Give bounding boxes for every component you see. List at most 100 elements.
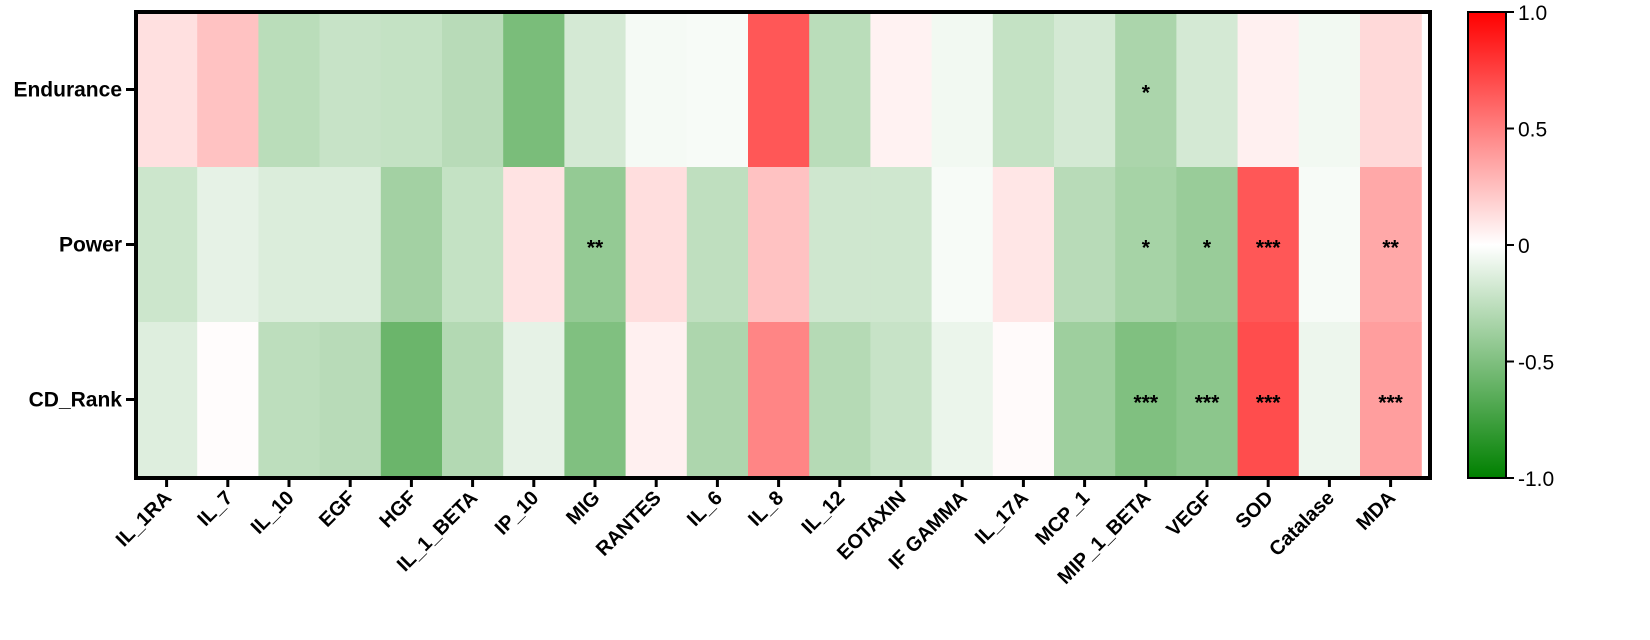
colorbar-tick-label: -1.0 <box>1518 468 1554 491</box>
heatmap-cell <box>380 322 443 478</box>
column-label: IL_8 <box>744 487 788 531</box>
colorbar-tick-label: -0.5 <box>1518 352 1554 375</box>
heatmap-cell <box>992 12 1055 168</box>
heatmap-cell <box>319 322 382 478</box>
heatmap-cell <box>931 322 994 478</box>
heatmap-cell <box>931 167 994 323</box>
heatmap-cell <box>1176 322 1239 478</box>
heatmap-cell <box>1237 12 1300 168</box>
heatmap-cell <box>1237 167 1300 323</box>
heatmap-cell <box>809 322 871 478</box>
heatmap-cell <box>380 167 443 323</box>
heatmap-cell <box>258 167 321 323</box>
heatmap-cell <box>197 12 259 168</box>
significance-marker: ** <box>587 237 604 260</box>
colorbar-tick-label: 0.5 <box>1518 119 1547 142</box>
heatmap-cell <box>258 12 321 168</box>
heatmap-cell <box>503 322 565 478</box>
heatmap-cell <box>1176 167 1239 323</box>
row-label: CD_Rank <box>29 389 123 412</box>
significance-marker: *** <box>1256 392 1281 415</box>
heatmap-cell <box>136 167 198 323</box>
heatmap-cell <box>1298 12 1361 168</box>
heatmap-cell <box>748 12 810 168</box>
heatmap-cell <box>1360 167 1422 323</box>
heatmap-cell <box>564 167 627 323</box>
heatmap-cell <box>625 12 688 168</box>
heatmap-cell <box>1360 12 1422 168</box>
heatmap-cell <box>1115 12 1177 168</box>
heatmap-cell <box>748 322 810 478</box>
row-label: Power <box>59 234 122 257</box>
heatmap-cell <box>1115 322 1177 478</box>
heatmap-cell <box>319 12 382 168</box>
column-label: IL_7 <box>193 487 237 531</box>
significance-markers: *** * * *** ***** *** *** *** <box>587 82 1404 415</box>
heatmap-cell <box>503 12 565 168</box>
colorbar: 1.0 0.5 0 -0.5 -1.0 <box>1467 2 1554 491</box>
heatmap-cell <box>870 167 933 323</box>
heatmap-cell <box>442 322 504 478</box>
column-label: EGF <box>315 487 360 532</box>
heatmap-cell <box>1115 167 1177 323</box>
column-label: VEGF <box>1162 487 1216 541</box>
column-label: MDA <box>1352 487 1400 535</box>
heatmap-cell <box>258 322 321 478</box>
heatmap-cell <box>686 322 749 478</box>
column-label: IL_1RA <box>112 487 176 551</box>
column-label: HGF <box>376 487 421 532</box>
heatmap-cell <box>625 322 688 478</box>
heatmap-cell <box>809 167 871 323</box>
heatmap-cell <box>1054 12 1116 168</box>
heatmap-cell <box>319 167 382 323</box>
heatmap-cell <box>625 167 688 323</box>
significance-marker: *** <box>1378 392 1403 415</box>
heatmap-cell <box>197 322 259 478</box>
column-label: MCP_1 <box>1031 487 1094 550</box>
column-label: MIG <box>562 487 604 529</box>
column-label: IP_10 <box>491 487 544 540</box>
column-label: IL_17A <box>971 487 1033 549</box>
heatmap-cell <box>686 12 749 168</box>
column-label: IL_10 <box>247 487 299 539</box>
column-label: IL_6 <box>683 487 727 531</box>
heatmap-cell <box>442 167 504 323</box>
colorbar-tick-label: 0 <box>1518 235 1530 258</box>
heatmap-cell <box>1237 322 1300 478</box>
colorbar-tick-label: 1.0 <box>1518 2 1547 25</box>
heatmap-cell <box>380 12 443 168</box>
significance-marker: *** <box>1195 392 1220 415</box>
heatmap-cell <box>136 12 198 168</box>
significance-marker: *** <box>1256 237 1281 260</box>
heatmap-cell <box>748 167 810 323</box>
colorbar-gradient <box>1467 11 1507 479</box>
significance-marker: * <box>1142 237 1151 260</box>
heatmap-cell <box>870 12 933 168</box>
significance-marker: ** <box>1382 237 1399 260</box>
heatmap-cell <box>1360 322 1422 478</box>
heatmap-cell <box>992 167 1055 323</box>
column-label: IL_12 <box>798 487 850 539</box>
column-label: SOD <box>1232 487 1278 533</box>
heatmap-cell <box>809 12 871 168</box>
heatmap-cell <box>686 167 749 323</box>
heatmap-cell <box>136 322 198 478</box>
heatmap-cell <box>870 322 933 478</box>
heatmap-cell <box>442 12 504 168</box>
significance-marker: * <box>1203 237 1212 260</box>
heatmap-cell <box>1298 167 1361 323</box>
heatmap-cell <box>931 12 994 168</box>
significance-marker: *** <box>1134 392 1159 415</box>
row-label: Endurance <box>13 79 122 102</box>
heatmap-cell <box>564 322 627 478</box>
row-labels: Endurance Power CD_Rank <box>13 79 136 412</box>
heatmap-cell <box>1176 12 1239 168</box>
heatmap-cell <box>1054 322 1116 478</box>
heatmap-cell <box>1298 322 1361 478</box>
heatmap-cell <box>564 12 627 168</box>
heatmap-cell <box>197 167 259 323</box>
heatmap-cells <box>136 12 1422 478</box>
heatmap-cell <box>503 167 565 323</box>
